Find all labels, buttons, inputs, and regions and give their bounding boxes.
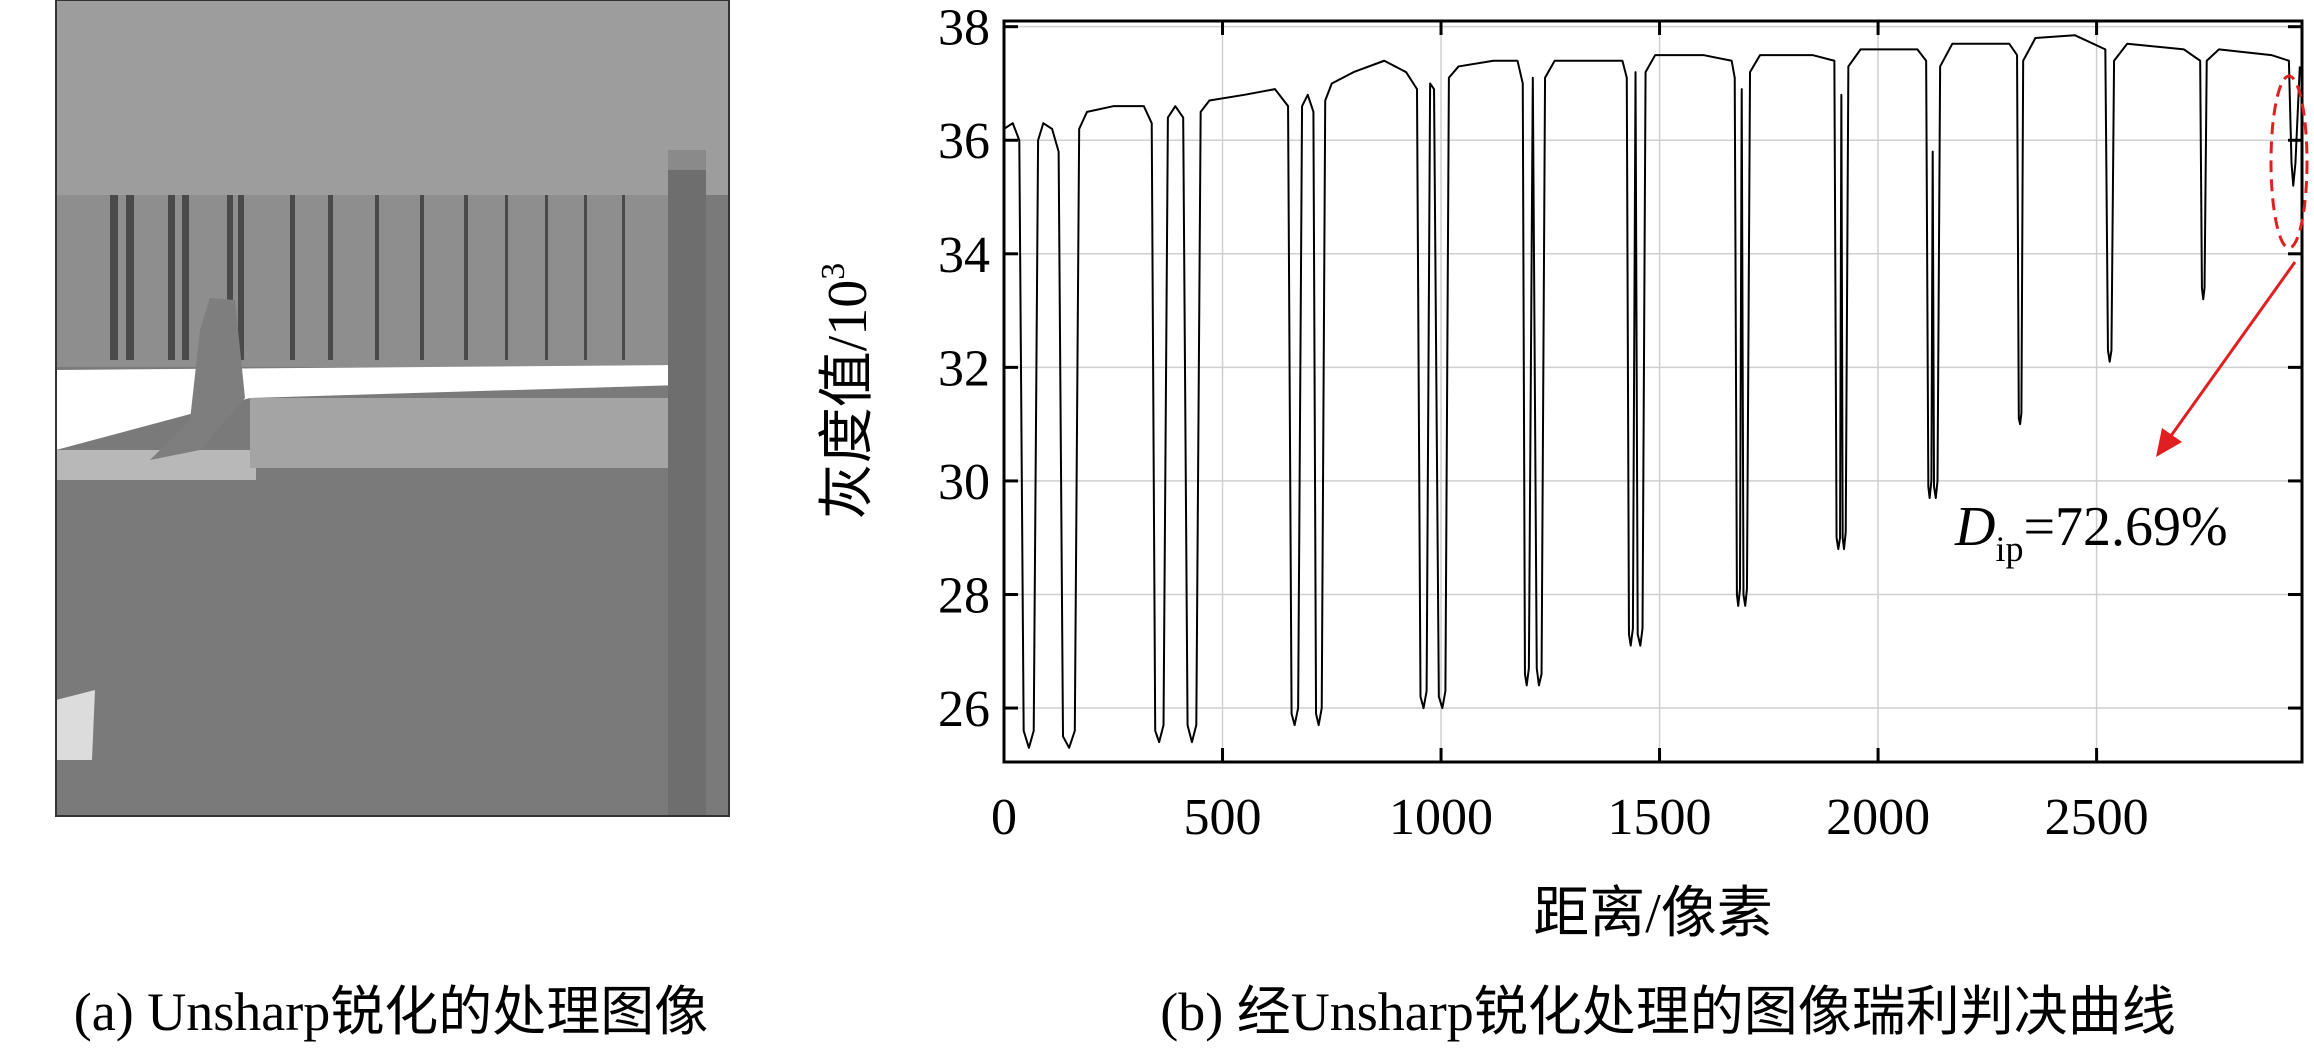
- radiograph-image: [55, 0, 730, 817]
- y-tick-label: 34: [938, 227, 990, 284]
- data-line: [1003, 34, 2301, 749]
- plot-frame: [1002, 19, 2304, 764]
- caption-a: (a) Unsharp锐化的处理图像: [74, 982, 708, 1042]
- x-tick-label: 2500: [2045, 789, 2149, 846]
- y-axis-label-text: 灰度值/10: [817, 280, 879, 520]
- annotation-subscript: ip: [1995, 529, 2023, 569]
- annotation-symbol: D: [1954, 496, 1995, 558]
- x-tick-label: 2000: [1826, 789, 1930, 846]
- x-tick-label: 0: [991, 789, 1017, 846]
- caption-b: (b) 经Unsharp锐化处理的图像瑞利判决曲线: [1160, 982, 2175, 1042]
- plot: 26 28 30 32 34 36 38 0 500 1000 1500 2000 2500 距离/像素 灰…: [815, 0, 2304, 945]
- x-axis-label: 距离/像素: [1533, 883, 1773, 945]
- annotation-text: =72.69%: [2023, 496, 2227, 558]
- y-tick-label: 30: [938, 454, 990, 511]
- y-axis-label: 灰度值/103: [815, 263, 879, 520]
- x-tick-label: 1000: [1389, 789, 1493, 846]
- x-tick-label: 1500: [1608, 789, 1712, 846]
- y-tick-label: 26: [938, 681, 990, 738]
- x-tick-label: 500: [1184, 789, 1262, 846]
- annotation: Dip=72.69%: [1954, 496, 2228, 569]
- y-tick-label: 32: [938, 340, 990, 397]
- y-tick-label: 38: [938, 0, 990, 57]
- y-tick-label: 36: [938, 113, 990, 170]
- y-axis-label-superscript: 3: [815, 263, 852, 280]
- arrow: [2166, 261, 2297, 441]
- arrow-head: [2156, 428, 2182, 457]
- y-tick-label: 28: [938, 567, 990, 624]
- highlight-ellipse: [2269, 74, 2309, 250]
